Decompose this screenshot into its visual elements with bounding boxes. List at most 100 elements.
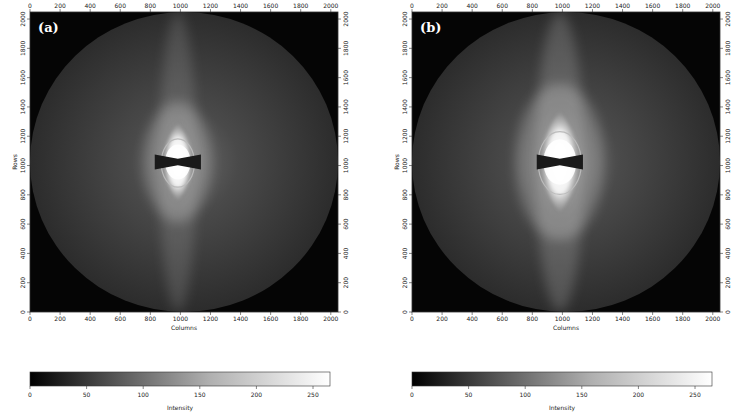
colorbar-tick xyxy=(86,386,87,389)
colorbar: 050100150200250Intensity xyxy=(28,372,330,412)
x-tick xyxy=(532,9,533,12)
y-tick xyxy=(27,48,30,49)
colorbar-tick-label: 100 xyxy=(519,391,531,398)
y-tick xyxy=(338,136,341,137)
x-tick-label: 1000 xyxy=(173,2,188,9)
colorbar-tick xyxy=(695,386,696,389)
canvas: (a)0020020040040060060080080010001000120… xyxy=(0,0,739,414)
y-tick-label: 200 xyxy=(401,277,408,289)
detector-area xyxy=(30,12,338,312)
y-tick xyxy=(27,253,30,254)
y-tick-label: 1600 xyxy=(19,70,26,85)
x-tick-label: 1400 xyxy=(615,2,630,9)
y-tick xyxy=(720,282,723,283)
x-tick-label: 2000 xyxy=(323,315,338,322)
background xyxy=(30,12,338,312)
x-tick-label: 0 xyxy=(410,315,414,322)
y-tick xyxy=(338,48,341,49)
x-tick-label: 800 xyxy=(527,315,539,322)
x-tick-label: 1000 xyxy=(173,315,188,322)
x-tick-label: 1800 xyxy=(675,315,690,322)
panel: (a)0020020040040060060080080010001000120… xyxy=(11,2,349,412)
colorbar-bar xyxy=(30,372,330,386)
y-tick-label: 2000 xyxy=(19,11,26,26)
y-tick-label: 1000 xyxy=(724,158,731,173)
x-tick-label: 800 xyxy=(527,2,539,9)
beam-stop xyxy=(155,154,201,169)
y-tick-label: 1400 xyxy=(19,99,26,114)
y-tick xyxy=(409,48,412,49)
colorbar-tick-label: 200 xyxy=(633,391,645,398)
y-tick-label: 1200 xyxy=(19,128,26,143)
x-tick-label: 1800 xyxy=(293,2,308,9)
colorbar-title: Intensity xyxy=(167,404,194,412)
colorbar-tick xyxy=(256,386,257,389)
y-tick-label: 2000 xyxy=(342,11,349,26)
x-tick xyxy=(592,9,593,12)
colorbar-tick-label: 0 xyxy=(28,391,32,398)
detector-image xyxy=(412,12,720,312)
colorbar-tick-label: 150 xyxy=(576,391,588,398)
y-tick-label: 800 xyxy=(342,189,349,201)
y-tick xyxy=(409,106,412,107)
y-tick-label: 1200 xyxy=(401,128,408,143)
y-tick xyxy=(338,77,341,78)
y-tick-label: 400 xyxy=(401,247,408,259)
x-tick xyxy=(442,9,443,12)
y-tick xyxy=(720,165,723,166)
y-tick-label: 1800 xyxy=(342,41,349,56)
panel: (b)0020020040040060060080080010001000120… xyxy=(393,2,731,412)
x-axis-title: Columns xyxy=(553,324,579,331)
colorbar-title: Intensity xyxy=(549,404,576,412)
x-tick-label: 200 xyxy=(436,315,448,322)
x-tick-label: 1000 xyxy=(555,2,570,9)
x-tick-label: 0 xyxy=(410,2,414,9)
y-tick xyxy=(720,224,723,225)
x-tick xyxy=(120,9,121,12)
frame xyxy=(412,12,720,312)
x-tick-label: 1400 xyxy=(233,315,248,322)
panel-letter: (a) xyxy=(38,20,59,35)
x-tick-label: 400 xyxy=(466,2,478,9)
x-tick-label: 1600 xyxy=(263,2,278,9)
x-tick xyxy=(622,9,623,12)
y-tick-label: 1800 xyxy=(19,41,26,56)
x-tick-label: 800 xyxy=(145,315,157,322)
colorbar-tick xyxy=(638,386,639,389)
y-tick xyxy=(409,194,412,195)
y-tick xyxy=(409,312,412,313)
x-tick-label: 200 xyxy=(436,2,448,9)
beam-stop xyxy=(537,154,583,169)
x-tick xyxy=(472,9,473,12)
y-tick xyxy=(27,19,30,20)
colorbar-tick xyxy=(199,386,200,389)
x-tick-label: 600 xyxy=(115,2,127,9)
y-tick xyxy=(27,106,30,107)
y-tick xyxy=(720,194,723,195)
y-tick-label: 1000 xyxy=(19,158,26,173)
y-tick xyxy=(338,194,341,195)
detector-image xyxy=(30,12,338,312)
y-tick xyxy=(409,224,412,225)
colorbar-tick-label: 150 xyxy=(194,391,206,398)
y-tick-label: 600 xyxy=(342,218,349,230)
halo xyxy=(144,102,212,222)
x-tick-label: 1200 xyxy=(585,2,600,9)
y-axis-title: Rows xyxy=(11,154,18,170)
colorbar-tick xyxy=(30,386,31,389)
x-tick-label: 2000 xyxy=(323,2,338,9)
y-tick xyxy=(27,194,30,195)
colorbar-tick xyxy=(525,386,526,389)
x-tick xyxy=(30,9,31,12)
y-tick-label: 1200 xyxy=(342,128,349,143)
y-tick-label: 600 xyxy=(19,218,26,230)
x-tick-label: 800 xyxy=(145,2,157,9)
x-tick-label: 400 xyxy=(84,315,96,322)
x-tick xyxy=(412,9,413,12)
colorbar-tick xyxy=(313,386,314,389)
streak xyxy=(536,12,584,312)
y-tick-label: 1600 xyxy=(724,70,731,85)
y-tick-label: 600 xyxy=(724,218,731,230)
y-tick-label: 0 xyxy=(342,310,349,314)
y-tick xyxy=(338,224,341,225)
